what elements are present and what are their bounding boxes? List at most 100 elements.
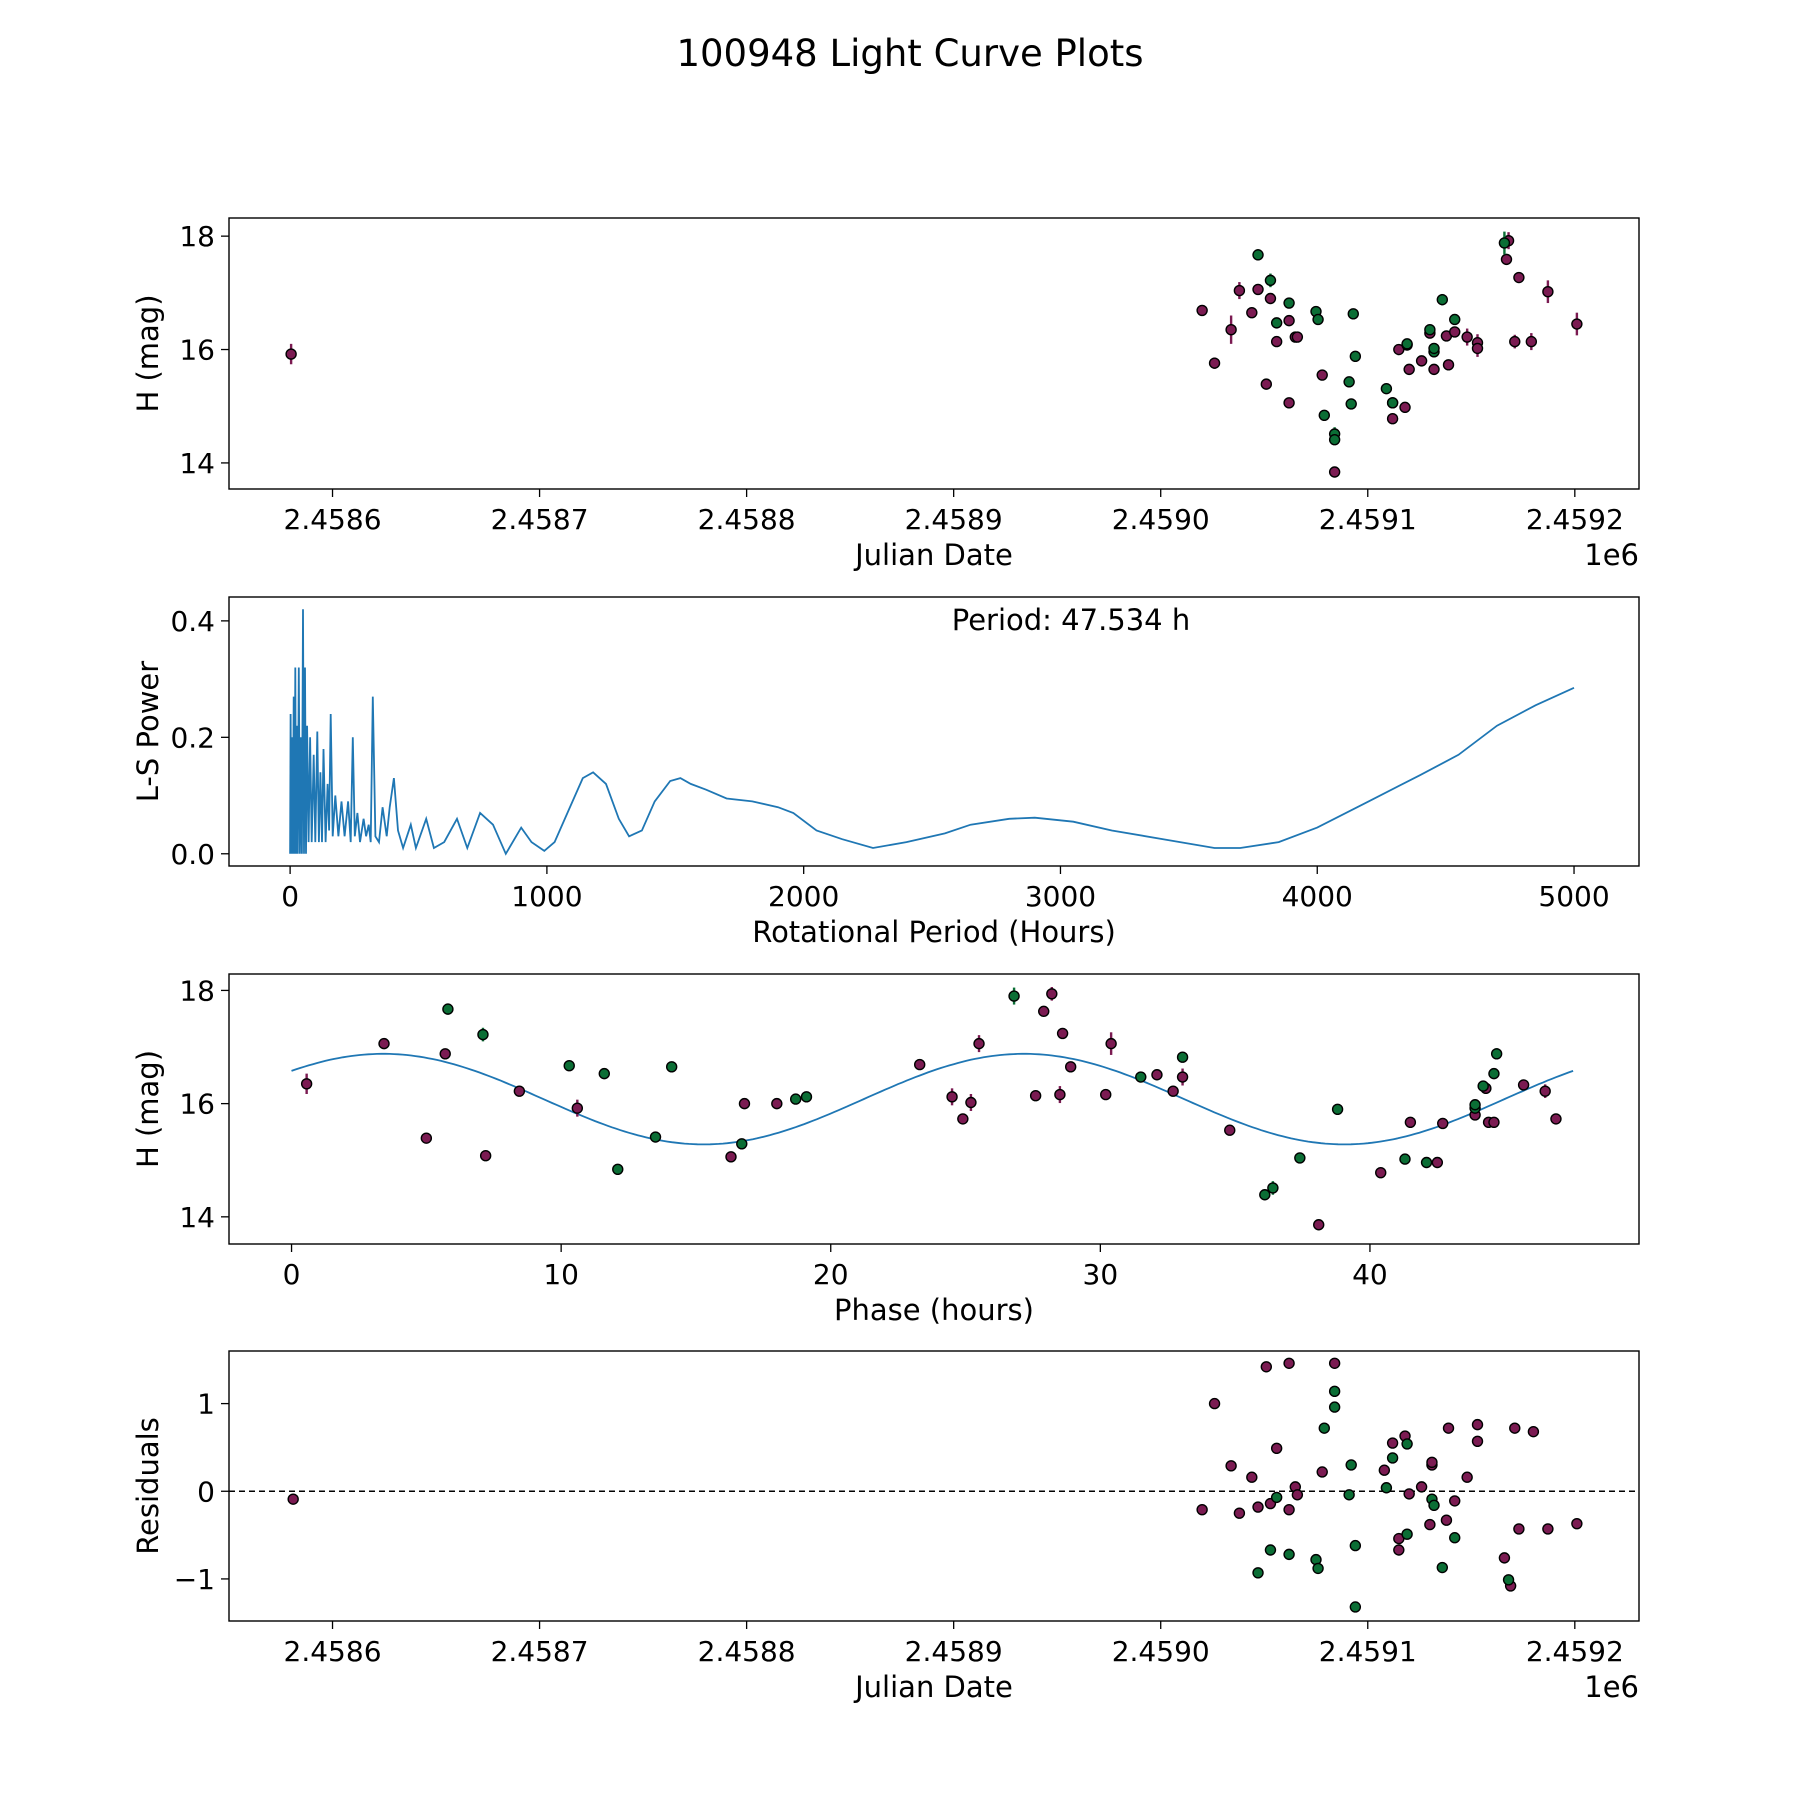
y-tick-label: 14	[179, 1201, 215, 1234]
purple-data-point	[1316, 1466, 1328, 1478]
green-data-point	[1283, 1548, 1295, 1561]
y-tick-label: 16	[179, 334, 215, 367]
x-axis-label: Rotational Period (Hours)	[752, 915, 1116, 949]
purple-data-point	[1225, 323, 1237, 336]
purple-data-point	[1571, 318, 1583, 330]
x-axis-label: Julian Date	[853, 538, 1013, 572]
x-tick-label: 2.4589	[905, 503, 1003, 536]
x-tick-label: 1000	[511, 880, 582, 913]
purple-data-point	[1328, 466, 1341, 478]
purple-data-point	[1513, 271, 1525, 284]
purple-data-point	[1461, 331, 1473, 343]
green-data-point	[1312, 1562, 1324, 1575]
x-tick-label: 30	[1083, 1258, 1119, 1291]
purple-data-point	[1291, 1489, 1304, 1501]
purple-data-point	[378, 1037, 390, 1050]
green-data-point	[1294, 1152, 1306, 1164]
x-tick-label: 2.4586	[284, 503, 382, 536]
y-tick-label: 18	[179, 220, 215, 253]
purple-data-point	[1328, 1357, 1341, 1369]
x-tick-label: 2.4588	[698, 503, 796, 536]
purple-data-point	[287, 1493, 299, 1505]
purple-data-point	[1449, 326, 1461, 338]
purple-data-point	[1442, 359, 1455, 371]
y-axis-label: H (mag)	[131, 1050, 165, 1168]
purple-data-point	[1105, 1037, 1117, 1050]
green-data-point	[1502, 1574, 1515, 1586]
green-data-point	[1498, 237, 1511, 249]
purple-data-point	[1415, 355, 1428, 367]
x-tick-label: 5000	[1538, 880, 1609, 913]
x-tick-label: 0	[283, 1258, 301, 1291]
green-data-point	[1331, 1103, 1344, 1115]
purple-data-point	[1233, 284, 1246, 297]
plot-frame	[228, 596, 1640, 867]
green-data-point	[1401, 1528, 1413, 1540]
purple-data-point	[1426, 1456, 1438, 1469]
purple-data-point	[1437, 1117, 1449, 1130]
x-offset-label: 1e6	[1584, 538, 1639, 572]
purple-data-point	[1316, 369, 1328, 381]
purple-data-point	[1517, 1079, 1530, 1091]
purple-data-point	[1208, 1397, 1221, 1410]
purple-data-point	[1550, 1113, 1562, 1125]
purple-data-point	[1442, 1422, 1455, 1434]
purple-data-point	[771, 1097, 783, 1110]
purple-data-point	[914, 1058, 926, 1071]
green-data-point	[1345, 398, 1357, 410]
purple-data-point	[1246, 306, 1258, 319]
x-offset-label: 1e6	[1584, 1670, 1639, 1704]
x-tick-label: 2.4589	[905, 1635, 1003, 1668]
x-tick-label: 20	[813, 1258, 849, 1291]
green-data-point	[1386, 397, 1399, 409]
green-data-point	[1343, 1489, 1355, 1501]
green-data-point	[1424, 323, 1436, 336]
purple-data-point	[1378, 1464, 1391, 1476]
purple-data-point	[1224, 1124, 1236, 1136]
purple-data-point	[1386, 1437, 1399, 1449]
figure-title: 100948 Light Curve Plots	[676, 32, 1143, 75]
green-data-point	[1349, 1601, 1362, 1613]
green-data-point	[1488, 1067, 1500, 1080]
purple-data-point	[439, 1048, 451, 1060]
purple-data-point	[1471, 1435, 1484, 1447]
green-data-point	[1380, 382, 1393, 395]
purple-data-point	[1471, 1418, 1484, 1431]
purple-data-point	[1313, 1219, 1325, 1231]
purple-data-point	[1498, 1552, 1511, 1564]
green-data-point	[736, 1138, 748, 1150]
green-data-point	[1420, 1156, 1433, 1169]
plot-frame	[228, 1350, 1640, 1622]
purple-data-point	[513, 1085, 526, 1097]
y-tick-label: 1	[197, 1388, 215, 1421]
purple-data-point	[1252, 283, 1264, 296]
purple-data-point	[1100, 1088, 1112, 1101]
green-data-point	[1264, 1544, 1277, 1556]
green-data-point	[1449, 1532, 1461, 1544]
x-tick-label: 10	[543, 1258, 579, 1291]
purple-data-point	[479, 1149, 492, 1162]
green-data-point	[1349, 350, 1362, 363]
y-tick-label: 0.2	[170, 721, 215, 754]
purple-data-point	[1449, 1495, 1461, 1507]
purple-data-point	[1428, 363, 1440, 376]
purple-data-point	[1527, 1425, 1540, 1438]
x-axis-label: Phase (hours)	[834, 1293, 1034, 1327]
purple-data-point	[1270, 335, 1283, 348]
panel-phased: 0 10 20 30 40 14 16 18 Phase (hours) H (mag)	[131, 973, 1640, 1327]
purple-data-point	[1500, 253, 1513, 266]
purple-data-point	[1264, 292, 1277, 305]
x-tick-label: 2000	[768, 880, 839, 913]
green-data-point	[1428, 342, 1440, 355]
y-tick-label: 0.4	[170, 605, 215, 638]
purple-data-point	[1046, 988, 1058, 1000]
purple-data-point	[1393, 1544, 1405, 1556]
y-axis-label: Residuals	[131, 1417, 165, 1555]
purple-data-point	[1252, 1501, 1264, 1513]
purple-data-point	[1283, 314, 1295, 327]
green-data-point	[1401, 1438, 1413, 1450]
green-data-point	[598, 1067, 610, 1080]
green-data-point	[1469, 1099, 1481, 1111]
x-tick-label: 4000	[1282, 880, 1353, 913]
